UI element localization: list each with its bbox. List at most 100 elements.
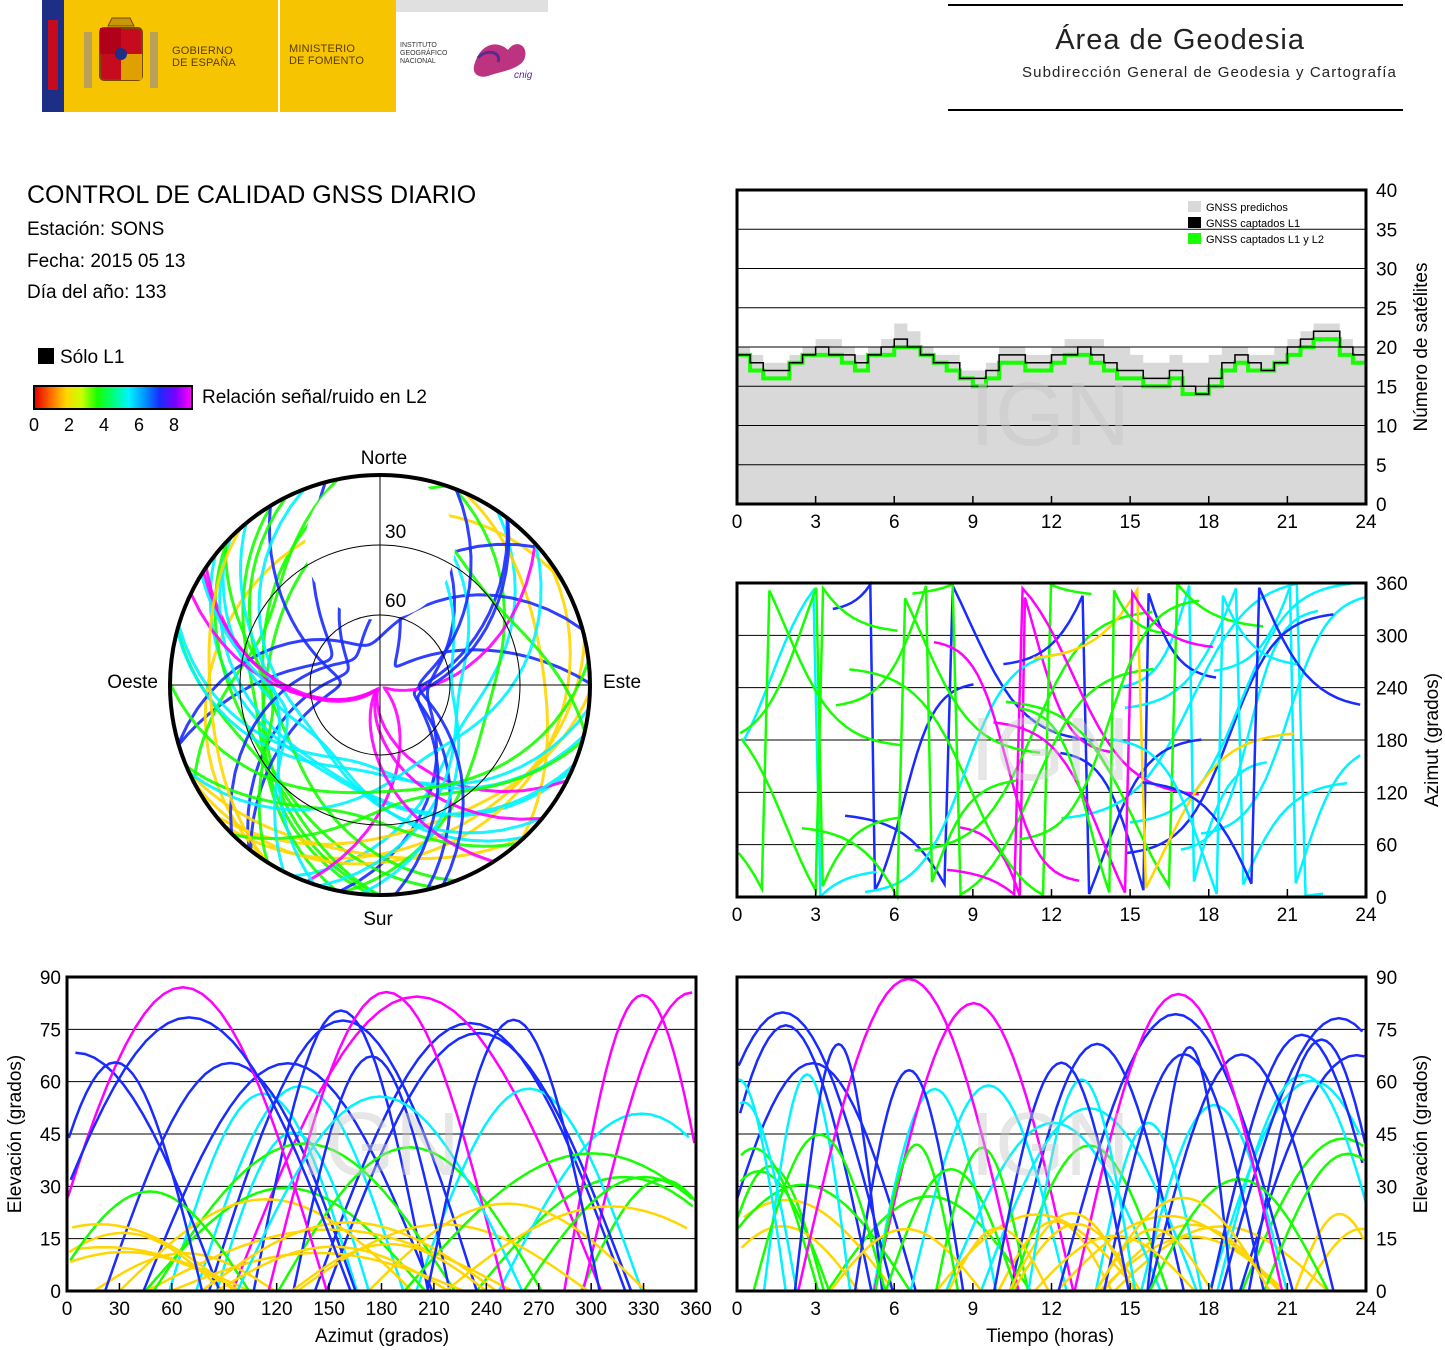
gobierno-label: GOBIERNO DE ESPAÑA [172, 45, 236, 69]
y-tick-label: 120 [1376, 783, 1408, 804]
satellite-track [1126, 613, 1334, 855]
header-rule-top [948, 4, 1403, 6]
x-tick-label: 30 [109, 1299, 130, 1320]
satellite-track [69, 1016, 352, 1292]
y-tick-label: 20 [1376, 338, 1397, 359]
ign-watermark: IGN [970, 700, 1130, 800]
satellite-track [1209, 1033, 1364, 1292]
x-tick-label: 180 [366, 1299, 398, 1320]
x-tick-label: 15 [1120, 1299, 1141, 1320]
satellite-track [1121, 585, 1267, 882]
satellite-track [1146, 1045, 1234, 1292]
y-tick-label: 90 [1376, 968, 1397, 989]
satellite-track [1208, 1079, 1361, 1292]
x-tick-label: 90 [214, 1299, 235, 1320]
skyplot-south-label: Sur [363, 909, 393, 930]
satellite-track [417, 488, 473, 886]
satellite-track [318, 473, 471, 888]
y-tick-label: 360 [1376, 574, 1408, 595]
satellite-track [1240, 1137, 1365, 1292]
station-label: Estación: SONS [27, 219, 165, 240]
y-tick-label: 30 [40, 1177, 61, 1198]
ign-label-line2: GEOGRÁFICO [400, 50, 448, 57]
x-tick-label: 9 [968, 512, 979, 533]
ign-watermark: IGN [970, 1095, 1130, 1195]
snr-tick: 8 [169, 415, 180, 435]
elevation-time-yticks: 0 15 30 45 60 75 90 [1376, 968, 1397, 1303]
satellite-track [249, 505, 342, 851]
satellite-track [1032, 585, 1294, 889]
elevation-time-xticks: 0 3 6 9 12 15 18 21 24 [732, 1283, 1377, 1320]
satellite-track [829, 1227, 983, 1292]
y-tick-label: 15 [40, 1230, 61, 1251]
doy-label: Día del año: 133 [27, 282, 167, 303]
y-tick-label: 0 [50, 1282, 61, 1303]
area-title: Área de Geodesia [1055, 24, 1305, 56]
satellite-track [207, 1019, 478, 1292]
snr-tick: 2 [64, 415, 75, 435]
legend-predicted-label: GNSS predichos [1206, 202, 1288, 214]
satellite-track [1180, 609, 1319, 851]
satellite-track [873, 1001, 1075, 1292]
x-tick-label: 21 [1277, 512, 1298, 533]
satellite-track [103, 1061, 357, 1292]
report-title: CONTROL DE CALIDAD GNSS DIARIO [27, 181, 477, 209]
satellite-track [185, 764, 518, 848]
area-subtitle: Subdirección General de Geodesia y Carto… [1022, 64, 1397, 81]
series-l1-line [737, 330, 1366, 395]
x-tick-label: 12 [1041, 512, 1062, 533]
satellite-track [1094, 1196, 1271, 1292]
satellites-series [737, 323, 1366, 504]
coat-of-arms-icon [84, 17, 158, 88]
satellite-track [67, 1061, 204, 1292]
satellite-track [339, 474, 457, 893]
x-tick-label: 9 [968, 1299, 979, 1320]
x-tick-label: 24 [1355, 905, 1377, 926]
x-tick-label: 150 [313, 1299, 345, 1320]
satellite-track [232, 740, 584, 841]
satellite-track [207, 526, 269, 864]
y-tick-label: 180 [1376, 731, 1408, 752]
satellite-track [844, 585, 1094, 889]
y-tick-label: 60 [40, 1073, 61, 1094]
ministerio-label-line2: DE FOMENTO [289, 55, 365, 67]
satellite-track [1139, 1103, 1289, 1292]
satellite-track [192, 554, 572, 866]
x-tick-label: 9 [968, 905, 979, 926]
elevation-time-tracks [736, 977, 1368, 1292]
satellite-track [579, 1178, 697, 1292]
satellite-track [415, 1087, 643, 1292]
x-tick-label: 24 [1355, 512, 1377, 533]
satellite-track [1102, 1052, 1265, 1292]
x-tick-label: 6 [889, 905, 900, 926]
x-tick-label: 6 [889, 512, 900, 533]
x-tick-label: 6 [889, 1299, 900, 1320]
series-predicted-area [737, 323, 1366, 504]
satellite-track [71, 1222, 236, 1292]
satellite-track [849, 583, 1092, 898]
satellite-track [737, 589, 901, 894]
ign-watermark: IGN [970, 365, 1130, 465]
satellite-track [742, 1198, 896, 1292]
skyplot-chart: 30 60 Norte Sur Este Oeste [107, 448, 641, 930]
x-tick-label: 15 [1120, 905, 1141, 926]
ministerio-label-line1: MINISTERIO [289, 43, 356, 55]
satellite-track [1033, 1234, 1196, 1292]
satellite-track [563, 993, 696, 1292]
x-tick-label: 120 [261, 1299, 293, 1320]
satellites-grid [737, 228, 1366, 466]
satellites-legend: GNSS predichos GNSS captados L1 GNSS cap… [1188, 201, 1324, 246]
y-tick-label: 75 [40, 1020, 61, 1041]
y-tick-label: 15 [1376, 1230, 1397, 1251]
y-tick-label: 90 [40, 968, 61, 989]
satellite-track [218, 536, 576, 816]
y-tick-label: 40 [1376, 181, 1397, 202]
x-tick-label: 360 [680, 1299, 712, 1320]
y-tick-label: 5 [1376, 456, 1387, 477]
satellite-track [200, 1221, 498, 1293]
y-tick-label: 0 [1376, 1282, 1387, 1303]
azimuth-time-xticks: 0 3 6 9 12 15 18 21 24 [732, 889, 1377, 926]
ign-label-line1: INSTITUTO [400, 42, 437, 49]
satellite-track [292, 1055, 451, 1292]
satellite-track [752, 1133, 887, 1292]
